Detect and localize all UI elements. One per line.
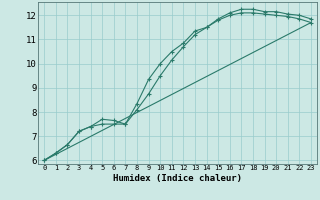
X-axis label: Humidex (Indice chaleur): Humidex (Indice chaleur) [113, 174, 242, 183]
